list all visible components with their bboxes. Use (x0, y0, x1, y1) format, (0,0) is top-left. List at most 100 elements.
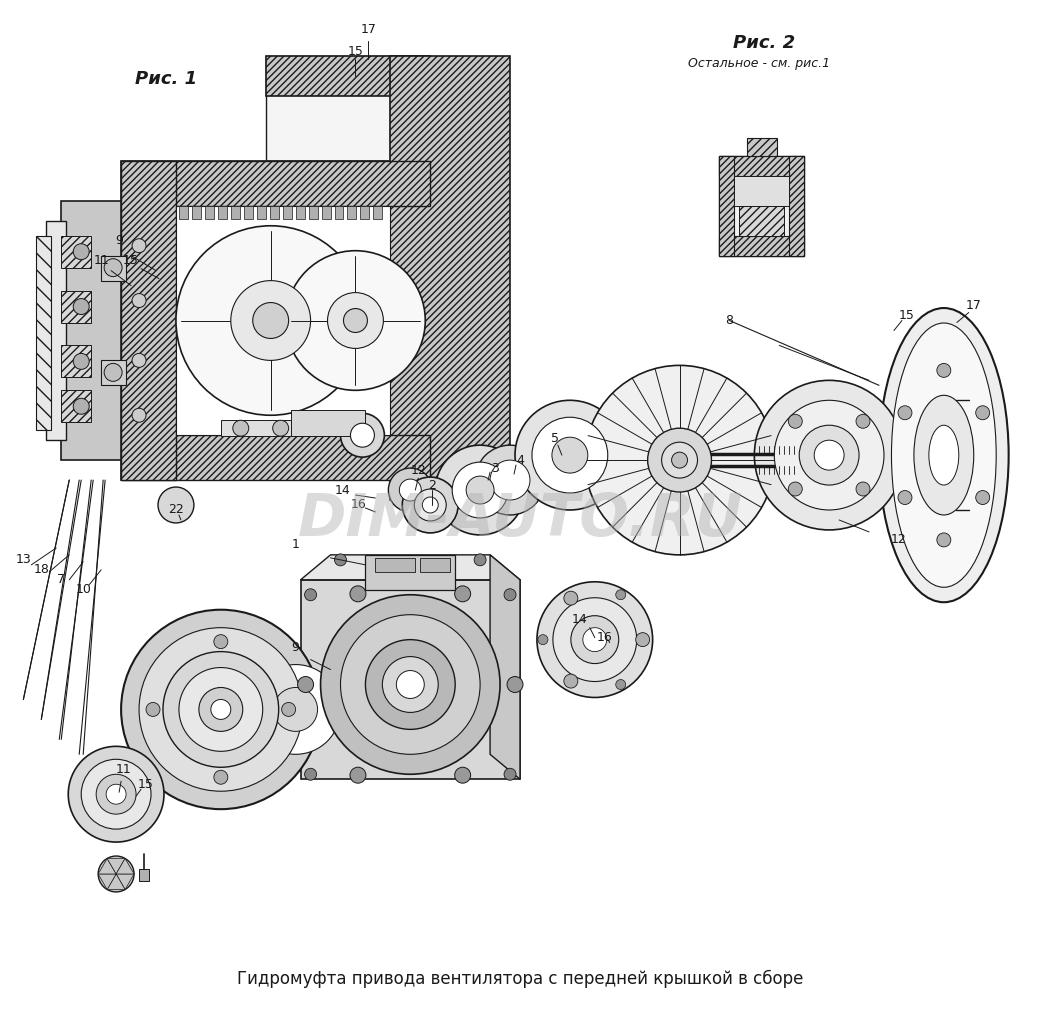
Circle shape (452, 463, 508, 518)
Text: 22: 22 (168, 504, 184, 516)
Circle shape (305, 769, 316, 781)
Polygon shape (373, 206, 383, 219)
Circle shape (350, 423, 374, 447)
Circle shape (504, 589, 516, 601)
Circle shape (454, 586, 471, 602)
Circle shape (350, 586, 366, 602)
Circle shape (383, 656, 438, 712)
Circle shape (508, 677, 523, 693)
Polygon shape (283, 206, 291, 219)
Circle shape (616, 680, 626, 690)
Circle shape (231, 281, 311, 361)
Circle shape (106, 784, 126, 804)
Polygon shape (720, 235, 804, 256)
Text: 2: 2 (428, 479, 436, 492)
Circle shape (343, 308, 367, 332)
Circle shape (976, 406, 990, 420)
Text: Гидромуфта привода вентилятора с передней крышкой в сборе: Гидромуфта привода вентилятора с передне… (237, 970, 803, 988)
Polygon shape (61, 345, 92, 378)
Circle shape (73, 354, 89, 370)
Polygon shape (321, 206, 331, 219)
Circle shape (199, 688, 242, 731)
Circle shape (937, 533, 951, 546)
Polygon shape (720, 156, 804, 176)
Text: 1: 1 (291, 538, 300, 551)
Text: 9: 9 (291, 641, 300, 654)
Polygon shape (748, 138, 777, 156)
Circle shape (286, 250, 425, 390)
Polygon shape (61, 235, 92, 268)
Polygon shape (217, 206, 227, 219)
Polygon shape (720, 156, 804, 256)
Circle shape (139, 627, 303, 791)
Circle shape (253, 303, 289, 338)
Circle shape (211, 700, 231, 719)
Polygon shape (121, 161, 431, 480)
Polygon shape (205, 206, 214, 219)
Circle shape (214, 634, 228, 648)
Circle shape (466, 476, 494, 504)
Text: 17: 17 (966, 299, 982, 312)
Circle shape (399, 479, 421, 501)
Circle shape (898, 406, 912, 420)
Circle shape (350, 768, 366, 783)
Text: Остальное - см. рис.1: Остальное - см. рис.1 (688, 57, 830, 70)
Circle shape (163, 651, 279, 768)
Circle shape (856, 414, 870, 428)
Circle shape (272, 420, 289, 436)
Polygon shape (309, 206, 317, 219)
Circle shape (553, 598, 636, 682)
Polygon shape (257, 206, 265, 219)
Circle shape (328, 293, 384, 348)
Circle shape (788, 482, 802, 496)
Circle shape (414, 489, 446, 521)
Ellipse shape (929, 425, 959, 485)
Polygon shape (375, 558, 415, 572)
Polygon shape (101, 361, 126, 386)
Polygon shape (116, 874, 134, 890)
Circle shape (96, 775, 136, 814)
Text: 9: 9 (115, 234, 123, 247)
Circle shape (402, 477, 459, 533)
Polygon shape (301, 554, 520, 580)
Polygon shape (61, 291, 92, 322)
Circle shape (475, 445, 545, 515)
Polygon shape (739, 206, 784, 235)
Polygon shape (98, 874, 116, 890)
Polygon shape (347, 206, 357, 219)
Circle shape (73, 243, 89, 260)
Circle shape (564, 591, 578, 605)
Circle shape (233, 420, 249, 436)
Circle shape (564, 674, 578, 688)
Circle shape (320, 595, 500, 775)
Polygon shape (121, 161, 176, 480)
Circle shape (898, 491, 912, 505)
Polygon shape (335, 206, 343, 219)
Circle shape (856, 482, 870, 496)
Circle shape (474, 553, 486, 566)
Circle shape (340, 615, 480, 754)
Circle shape (305, 589, 316, 601)
Circle shape (672, 452, 687, 468)
Circle shape (937, 364, 951, 378)
Polygon shape (107, 874, 125, 890)
Circle shape (121, 610, 320, 809)
Circle shape (814, 440, 844, 470)
Polygon shape (720, 156, 734, 256)
Circle shape (335, 553, 346, 566)
Circle shape (648, 428, 711, 492)
Circle shape (176, 226, 365, 415)
Circle shape (552, 437, 588, 473)
Text: 3: 3 (491, 462, 499, 475)
Polygon shape (192, 206, 201, 219)
Text: 15: 15 (138, 778, 154, 791)
Polygon shape (47, 221, 67, 440)
Circle shape (504, 769, 516, 781)
Text: 7: 7 (57, 574, 66, 586)
Circle shape (104, 259, 122, 277)
Text: 10: 10 (75, 583, 92, 596)
Text: 12: 12 (411, 464, 426, 477)
Circle shape (132, 294, 146, 307)
Text: 8: 8 (726, 314, 733, 327)
Circle shape (365, 639, 456, 729)
